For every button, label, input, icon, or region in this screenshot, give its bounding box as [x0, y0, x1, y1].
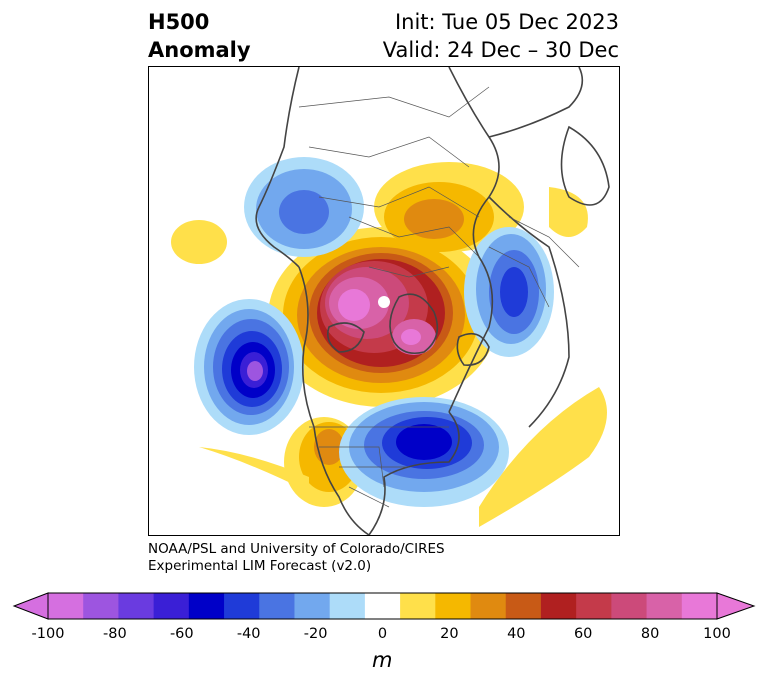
- coastlines: [255, 67, 610, 535]
- colorbar-swatch: [153, 593, 190, 619]
- colorbar-swatches: [48, 593, 718, 619]
- negative-anomaly-east-na: [339, 397, 509, 507]
- colorbar-tick-label: 100: [703, 626, 731, 642]
- colorbar-swatch: [118, 593, 155, 619]
- colorbar: [12, 592, 756, 620]
- credit-line-1: NOAA/PSL and University of Colorado/CIRE…: [148, 541, 445, 557]
- valid-range: Valid: 24 Dec – 30 Dec: [382, 38, 619, 62]
- colorbar-swatch: [646, 593, 683, 619]
- colorbar-tick-labels: -100 -80 -60 -40 -20 0 20 40 60 80 100: [0, 626, 768, 646]
- colorbar-tick-label: -40: [236, 626, 261, 642]
- colorbar-swatch: [435, 593, 472, 619]
- colorbar-swatch: [681, 593, 718, 619]
- colorbar-swatch: [576, 593, 612, 619]
- political-borders: [298, 86, 580, 508]
- colorbar-tick-label: 20: [440, 626, 459, 642]
- forecast-dates: Init: Tue 05 Dec 2023 Valid: 24 Dec – 30…: [383, 8, 619, 64]
- colorbar-swatch: [505, 593, 542, 619]
- colorbar-swatch: [329, 593, 366, 619]
- colorbar-tick-label: 80: [640, 626, 660, 642]
- negative-anomaly-gulf-of-alaska: [194, 299, 304, 435]
- map-title: H500 Anomaly: [148, 8, 251, 64]
- colorbar-swatch: [48, 593, 84, 619]
- positive-anomaly-pacific: [171, 220, 227, 264]
- credit-line-2: Experimental LIM Forecast (v2.0): [148, 558, 372, 574]
- title-variable: H500: [148, 10, 210, 34]
- colorbar-tick-label: -20: [303, 626, 328, 642]
- colorbar-tick-label: 0: [377, 626, 388, 642]
- colorbar-extend-high: [716, 592, 756, 620]
- colorbar-tick-label: -60: [169, 626, 194, 642]
- colorbar-swatch: [364, 593, 401, 619]
- anomaly-map: [148, 66, 620, 536]
- colorbar-tick-label: -100: [31, 626, 65, 642]
- colorbar-swatch: [470, 593, 507, 619]
- colorbar-tick-label: -80: [103, 626, 127, 642]
- positive-anomaly-west-na: [199, 417, 364, 507]
- negative-anomaly-central-asia: [244, 157, 364, 257]
- colorbar-swatch: [400, 593, 436, 619]
- colorbar-swatch: [294, 593, 331, 619]
- colorbar-extend-low: [12, 592, 49, 620]
- colorbar-tick-label: 40: [507, 626, 526, 642]
- colorbar-tick-label: 60: [573, 626, 593, 642]
- title-field: Anomaly: [148, 38, 251, 62]
- positive-anomaly-arctic: [268, 227, 498, 407]
- colorbar-swatch: [188, 593, 225, 619]
- init-date: Init: Tue 05 Dec 2023: [394, 10, 619, 34]
- colorbar-swatch: [540, 593, 577, 619]
- colorbar-swatch: [611, 593, 648, 619]
- colorbar-swatch: [224, 593, 260, 619]
- credit-text: NOAA/PSL and University of Colorado/CIRE…: [148, 541, 445, 575]
- map-canvas: [171, 67, 610, 535]
- colorbar-outline: [47, 592, 718, 620]
- colorbar-unit: m: [372, 648, 393, 672]
- colorbar-swatch: [259, 593, 295, 619]
- positive-anomaly-atlantic: [479, 387, 607, 527]
- colorbar-swatch: [83, 593, 119, 619]
- negative-anomaly-scandinavia: [464, 227, 554, 357]
